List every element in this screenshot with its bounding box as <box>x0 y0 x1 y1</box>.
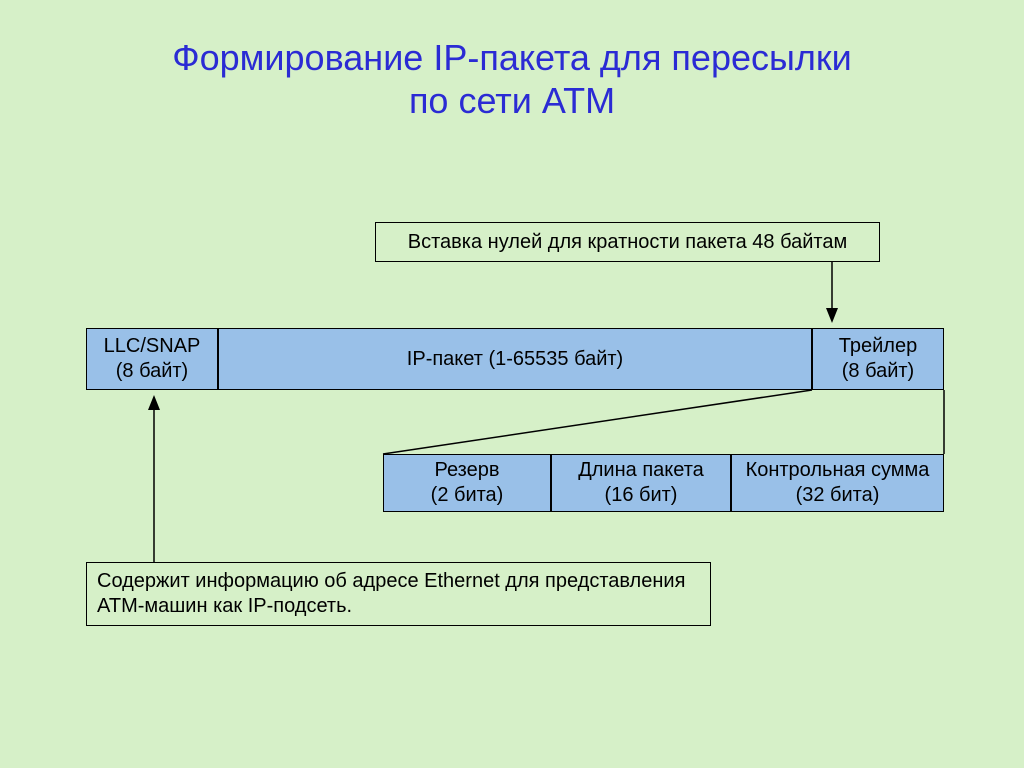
title-line-1: Формирование IP-пакета для пересылки <box>0 36 1024 79</box>
trailer-cell-2-label1: Контрольная сумма <box>746 458 930 483</box>
packet-cell-2-label1: Трейлер <box>839 334 917 359</box>
packet-cell-1: IP-пакет (1-65535 байт) <box>218 328 812 390</box>
trailer-cell-1-label1: Длина пакета <box>578 458 704 483</box>
trailer-cell-0-label1: Резерв <box>431 458 504 483</box>
trailer-cell-1: Длина пакета(16 бит) <box>551 454 731 512</box>
callout-bottom: Содержит информацию об адресе Ethernet д… <box>86 562 711 626</box>
callout-bottom-text: Содержит информацию об адресе Ethernet д… <box>97 569 700 619</box>
trailer-cell-0: Резерв(2 бита) <box>383 454 551 512</box>
title-line-2: по сети АТМ <box>0 79 1024 122</box>
trailer-cell-2: Контрольная сумма(32 бита) <box>731 454 944 512</box>
expand-line-left <box>383 390 812 454</box>
packet-cell-0-label1: LLC/SNAP <box>104 334 201 359</box>
packet-cell-2: Трейлер(8 байт) <box>812 328 944 390</box>
trailer-cell-0-label2: (2 бита) <box>431 483 504 508</box>
packet-cell-0-label2: (8 байт) <box>104 359 201 384</box>
packet-cell-0: LLC/SNAP(8 байт) <box>86 328 218 390</box>
callout-top: Вставка нулей для кратности пакета 48 ба… <box>375 222 880 262</box>
packet-cell-2-label2: (8 байт) <box>839 359 917 384</box>
trailer-cell-2-label2: (32 бита) <box>746 483 930 508</box>
callout-top-text: Вставка нулей для кратности пакета 48 ба… <box>408 230 847 255</box>
trailer-cell-1-label2: (16 бит) <box>578 483 704 508</box>
packet-cell-1-label1: IP-пакет (1-65535 байт) <box>407 347 623 372</box>
page-title: Формирование IP-пакета для пересылкипо с… <box>0 36 1024 122</box>
